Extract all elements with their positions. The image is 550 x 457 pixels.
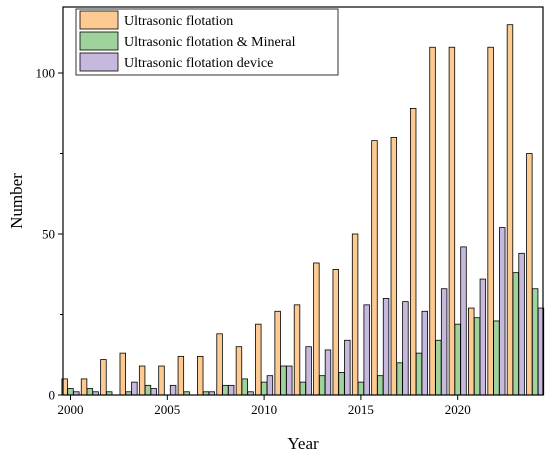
bar-2011-series-1	[274, 310, 281, 396]
bar-2015-series-3	[363, 304, 370, 396]
legend-frame	[75, 8, 339, 76]
x-axis-title: Year	[287, 434, 319, 453]
bar-2012-series-2	[299, 381, 307, 396]
bar-2008-series-1	[216, 333, 223, 396]
bar-2018-series-1	[409, 108, 417, 396]
bar-2015-series-1	[351, 233, 359, 396]
bar-2009-series-2	[241, 378, 248, 396]
bar-2023-series-3	[518, 252, 525, 396]
bar-2000-series-2	[67, 388, 74, 396]
bar-2022-series-3	[499, 227, 506, 396]
bar-2021-series-2	[473, 317, 481, 396]
y-axis-title: Number	[7, 173, 26, 229]
bar-2020-series-3	[460, 246, 467, 396]
bar-2005-series-1	[158, 365, 165, 396]
axes-group: 2000 2005 2010 2015 2020 0 50 100	[36, 66, 471, 418]
bar-2017-series-2	[396, 362, 403, 396]
bar-2020-series-2	[454, 323, 461, 396]
x-tick-label: 2010	[251, 402, 277, 417]
legend-label-3: Ultrasonic flotation device	[124, 56, 273, 71]
bar-2003-series-1	[119, 352, 126, 396]
bar-2005-series-3	[169, 384, 177, 396]
bar-2024-series-2	[531, 288, 539, 396]
bar-2023-series-1	[506, 24, 514, 396]
bar-2022-series-2	[493, 320, 500, 396]
bar-2019-series-3	[440, 288, 448, 396]
x-tick-label: 2000	[58, 402, 84, 417]
bar-2011-series-2	[280, 365, 287, 396]
bar-2013-series-3	[324, 349, 332, 396]
bar-2015-series-2	[357, 381, 365, 396]
bar-2024-series-1	[526, 153, 533, 396]
bar-2016-series-2	[377, 375, 384, 396]
bar-2006-series-1	[177, 355, 185, 396]
y-tick-label: 0	[49, 388, 56, 403]
legend-label-2: Ultrasonic flotation & Mineral	[124, 35, 296, 50]
bar-2019-series-2	[435, 339, 442, 396]
bar-2023-series-2	[512, 272, 519, 396]
legend-label-1: Ultrasonic flotation	[124, 14, 233, 29]
bar-2013-series-1	[313, 262, 320, 396]
legend: Ultrasonic flotation Ultrasonic flotation…	[75, 8, 339, 76]
bar-2010-series-2	[260, 381, 268, 396]
bar-2017-series-1	[390, 136, 398, 396]
plot-frame	[62, 6, 544, 396]
bar-2004-series-1	[138, 365, 146, 396]
bar-2011-series-3	[286, 365, 293, 396]
bar-2012-series-3	[305, 346, 312, 396]
x-tick-label: 2005	[154, 402, 180, 417]
x-tick-label: 2015	[348, 402, 374, 417]
bar-2021-series-3	[479, 278, 487, 396]
bar-2001-series-2	[86, 388, 94, 396]
bar-2014-series-1	[332, 269, 339, 396]
bar-2017-series-3	[402, 301, 409, 396]
bar-2002-series-1	[100, 359, 107, 396]
bar-2001-series-1	[80, 378, 88, 396]
y-tick-label: 50	[42, 227, 55, 242]
bar-2022-series-1	[487, 46, 494, 396]
bar-2020-series-1	[448, 46, 456, 396]
bar-2008-series-3	[227, 384, 235, 396]
bar-2016-series-1	[371, 140, 378, 396]
bar-2010-series-1	[255, 323, 262, 396]
legend-swatch-3	[79, 52, 119, 72]
x-tick-label: 2020	[445, 402, 471, 417]
y-tick-label: 100	[36, 66, 56, 81]
bar-2018-series-2	[415, 352, 423, 396]
bar-2019-series-1	[429, 46, 436, 396]
bar-2012-series-1	[293, 304, 301, 396]
bar-2013-series-2	[318, 375, 326, 396]
bar-2018-series-3	[421, 310, 428, 396]
bar-2021-series-1	[468, 307, 475, 396]
bar-2014-series-3	[344, 339, 351, 396]
bar-2009-series-1	[235, 346, 243, 396]
legend-swatch-1	[79, 10, 119, 30]
bar-2004-series-3	[150, 388, 157, 396]
legend-swatch-2	[79, 31, 119, 51]
bar-2004-series-2	[144, 384, 152, 396]
bar-2014-series-2	[338, 372, 345, 396]
bars-group	[61, 24, 545, 396]
bar-2007-series-1	[197, 355, 204, 396]
bar-2016-series-3	[382, 297, 390, 396]
bar-2010-series-3	[266, 375, 274, 396]
bar-2003-series-3	[131, 381, 138, 396]
bar-2008-series-2	[222, 384, 229, 396]
